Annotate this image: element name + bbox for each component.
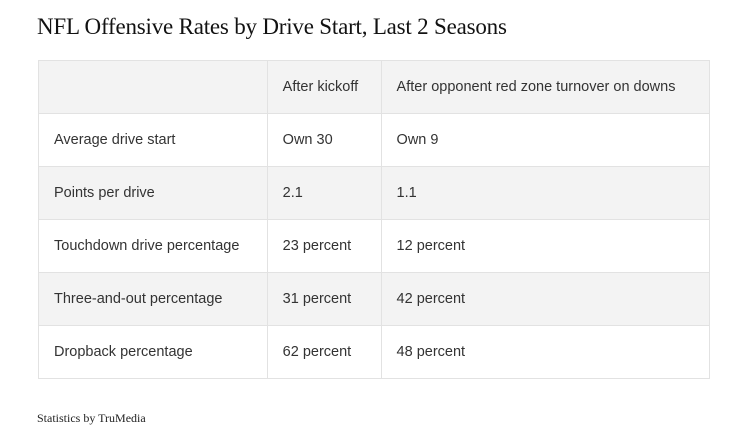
table-row: Dropback percentage 62 percent 48 percent	[38, 325, 711, 379]
source-note: Statistics by TruMedia	[37, 411, 146, 425]
table-cell: Points per drive	[38, 166, 268, 220]
header-cell: After opponent red zone turnover on down…	[380, 60, 711, 114]
stats-table: After kickoff After opponent red zone tur…	[38, 60, 711, 379]
table-row: Average drive start Own 30 Own 9	[38, 113, 711, 167]
table-cell: 23 percent	[266, 219, 382, 273]
header-cell: After kickoff	[266, 60, 382, 114]
table-row: Points per drive 2.1 1.1	[38, 166, 711, 220]
header-cell	[38, 60, 268, 114]
table-cell: 31 percent	[266, 272, 382, 326]
table-cell: 1.1	[380, 166, 711, 220]
table-cell: 2.1	[266, 166, 382, 220]
table-cell: Three-and-out percentage	[38, 272, 268, 326]
table-cell: 42 percent	[380, 272, 711, 326]
table-cell: 62 percent	[266, 325, 382, 379]
table-row: Touchdown drive percentage 23 percent 12 p…	[38, 219, 711, 273]
header-row: After kickoff After opponent red zone tur…	[38, 60, 711, 114]
table-cell: Touchdown drive percentage	[38, 219, 268, 273]
table-cell: Dropback percentage	[38, 325, 268, 379]
table-cell: 12 percent	[380, 219, 711, 273]
table-cell: 48 percent	[380, 325, 711, 379]
table-cell: Own 9	[380, 113, 711, 167]
title: NFL Offensive Rates by Drive Start, Last…	[37, 14, 507, 39]
table-cell: Average drive start	[38, 113, 268, 167]
table-row: Three-and-out percentage 31 percent 42 per…	[38, 272, 711, 326]
table-cell: Own 30	[266, 113, 382, 167]
